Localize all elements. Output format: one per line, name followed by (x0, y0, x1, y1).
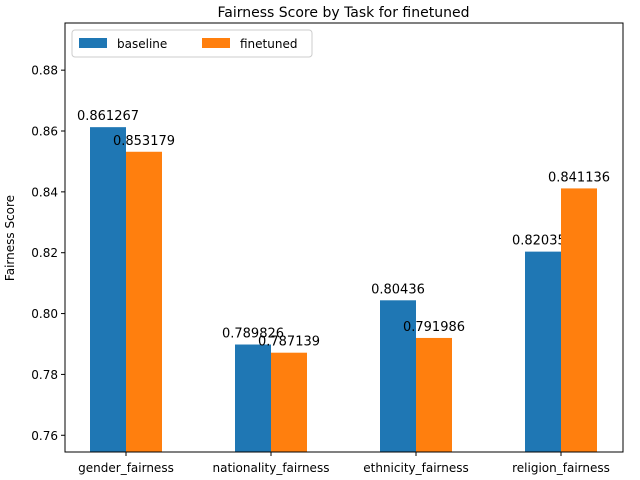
y-tick-label: 0.76 (31, 429, 58, 443)
bar-finetuned-ethnicity_fairness (416, 337, 452, 452)
y-tick-label: 0.78 (31, 368, 58, 382)
legend-label-finetuned: finetuned (240, 37, 297, 51)
legend-box (71, 29, 313, 58)
legend: baseline finetuned (71, 29, 313, 58)
bar-finetuned-gender_fairness (126, 151, 162, 452)
bar-baseline-gender_fairness (90, 127, 126, 452)
legend-swatch-baseline (79, 38, 107, 48)
data-label-finetuned-religion_fairness: 0.841136 (548, 170, 610, 185)
y-axis-label: Fairness Score (3, 195, 17, 281)
data-label-baseline-ethnicity_fairness: 0.80436 (371, 282, 425, 297)
data-label-finetuned-gender_fairness: 0.853179 (113, 134, 175, 149)
y-tick-label: 0.88 (31, 64, 58, 78)
x-tick-label-gender_fairness: gender_fairness (78, 461, 174, 475)
y-tick-label: 0.80 (31, 307, 58, 321)
data-label-baseline-nationality_fairness: 0.789826 (222, 327, 284, 342)
x-tick-label-nationality_fairness: nationality_fairness (213, 461, 330, 475)
bar-baseline-nationality_fairness (235, 344, 271, 452)
chart-title: Fairness Score by Task for finetuned (218, 5, 470, 21)
y-tick-label: 0.82 (31, 246, 58, 260)
y-tick-label: 0.86 (31, 125, 58, 139)
legend-swatch-finetuned (202, 38, 230, 48)
bar-finetuned-religion_fairness (561, 188, 597, 452)
data-label-baseline-gender_fairness: 0.861267 (77, 109, 139, 124)
x-tick-label-ethnicity_fairness: ethnicity_fairness (363, 461, 469, 475)
y-tick-label: 0.84 (31, 185, 58, 199)
axes-frame (64, 22, 624, 453)
x-tick-label-religion_fairness: religion_fairness (512, 461, 610, 475)
data-label-finetuned-ethnicity_fairness: 0.791986 (403, 320, 465, 335)
bar-baseline-religion_fairness (525, 251, 561, 452)
bar-finetuned-nationality_fairness (271, 352, 307, 452)
bar-baseline-ethnicity_fairness (380, 300, 416, 452)
data-label-finetuned-nationality_fairness: 0.787139 (258, 335, 320, 350)
data-label-baseline-religion_fairness: 0.820357 (512, 234, 574, 249)
legend-label-baseline: baseline (117, 37, 167, 51)
